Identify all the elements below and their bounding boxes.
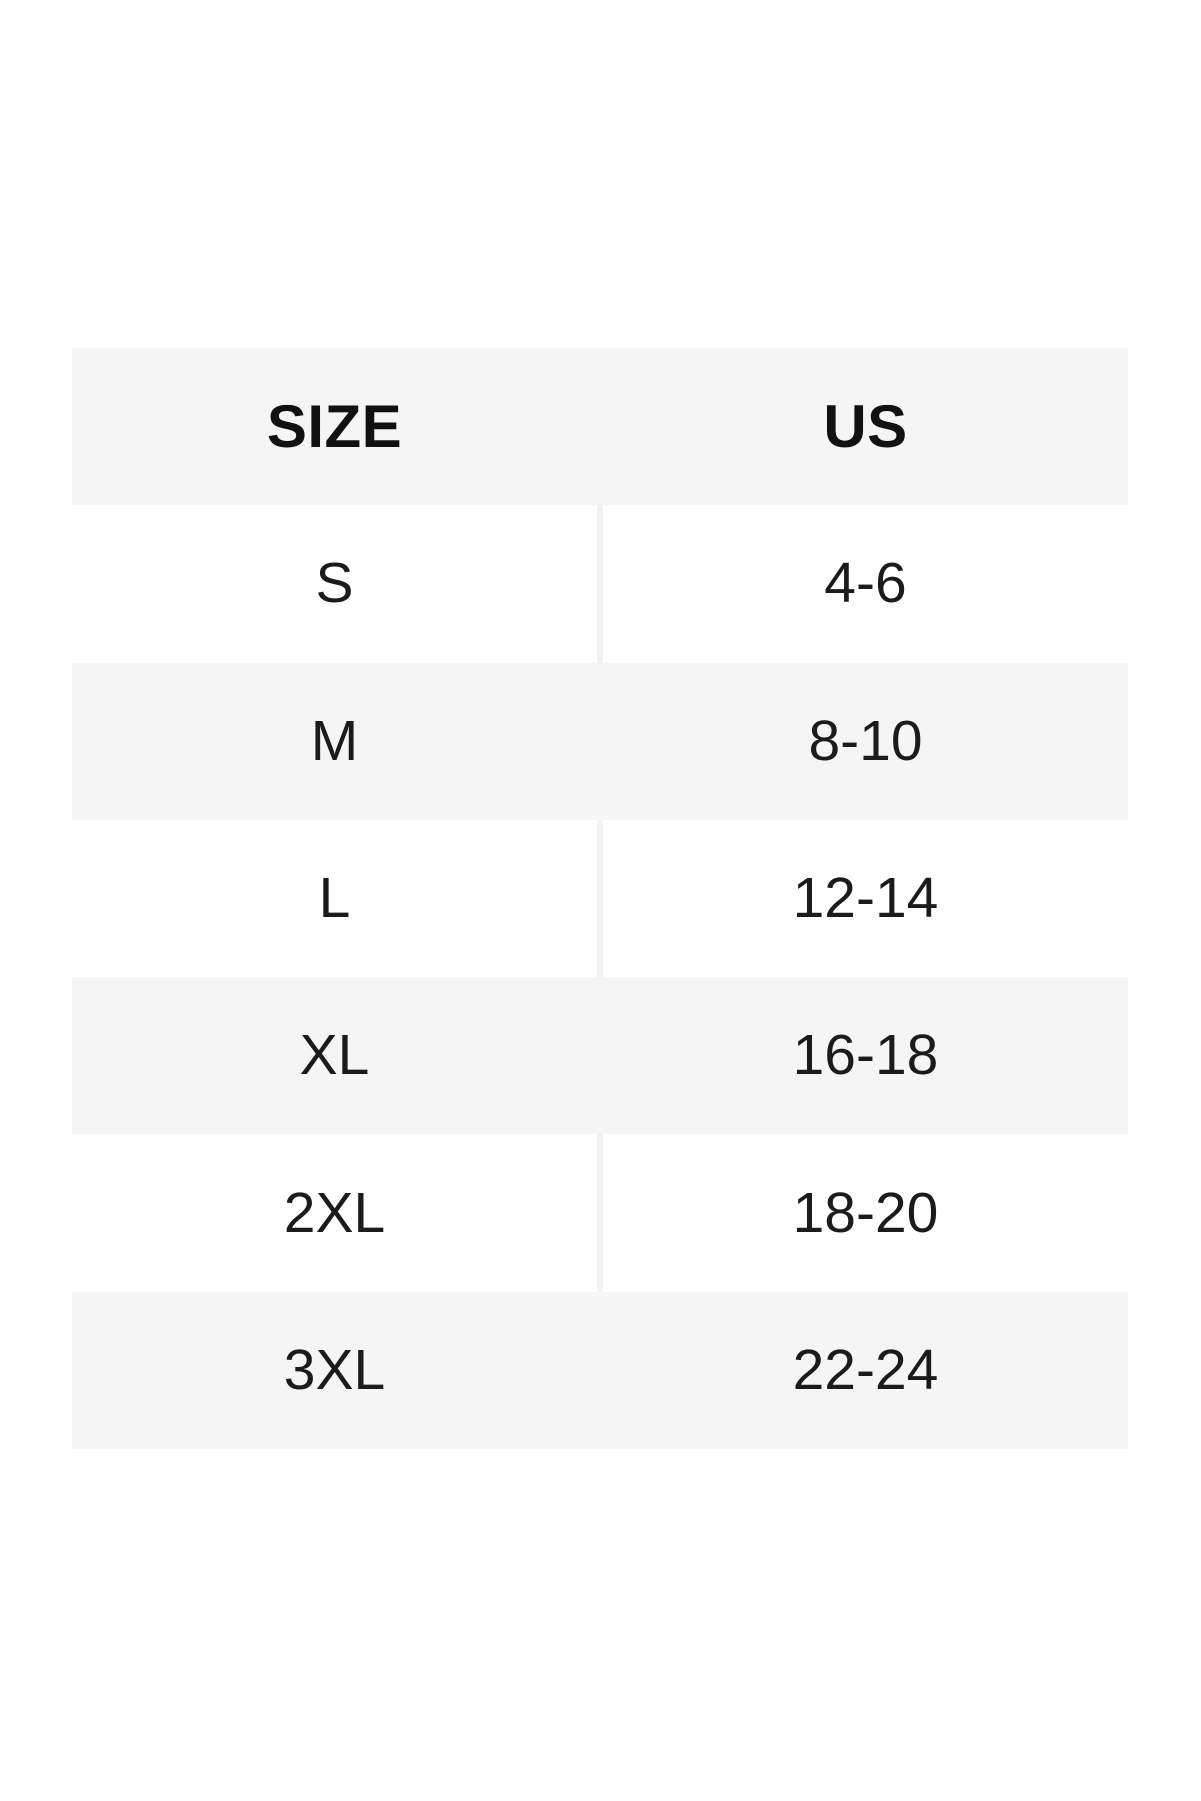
us-cell: 4-6 [824,551,907,616]
table-row-xl: XL 16-18 [72,977,1128,1135]
size-cell: 2XL [283,1180,386,1245]
table-row-2xl: 2XL 18-20 [72,1134,1128,1292]
us-cell: 12-14 [792,865,939,930]
us-cell: 8-10 [808,708,923,773]
size-cell: L [318,865,351,930]
column-divider [597,505,603,663]
table-row-3xl: 3XL 22-24 [72,1291,1128,1449]
table-row-s: S 4-6 [72,505,1128,663]
us-cell: 16-18 [792,1023,939,1088]
column-header-size: SIZE [266,392,403,460]
us-cell: 22-24 [792,1337,939,1402]
column-divider [597,1134,603,1292]
table-row-m: M 8-10 [72,662,1128,820]
size-cell: XL [299,1023,370,1088]
us-cell: 18-20 [792,1180,939,1245]
table-row-l: L 12-14 [72,819,1128,978]
table-header-row: SIZE US [72,348,1128,506]
column-header-us: US [823,392,908,460]
size-cell: 3XL [283,1337,386,1402]
size-chart-table: SIZE US S 4-6 M 8-10 L 12-14 XL 16-18 2X… [72,348,1128,1449]
column-divider [597,819,603,978]
size-cell: S [315,551,354,616]
size-cell: M [310,708,359,773]
